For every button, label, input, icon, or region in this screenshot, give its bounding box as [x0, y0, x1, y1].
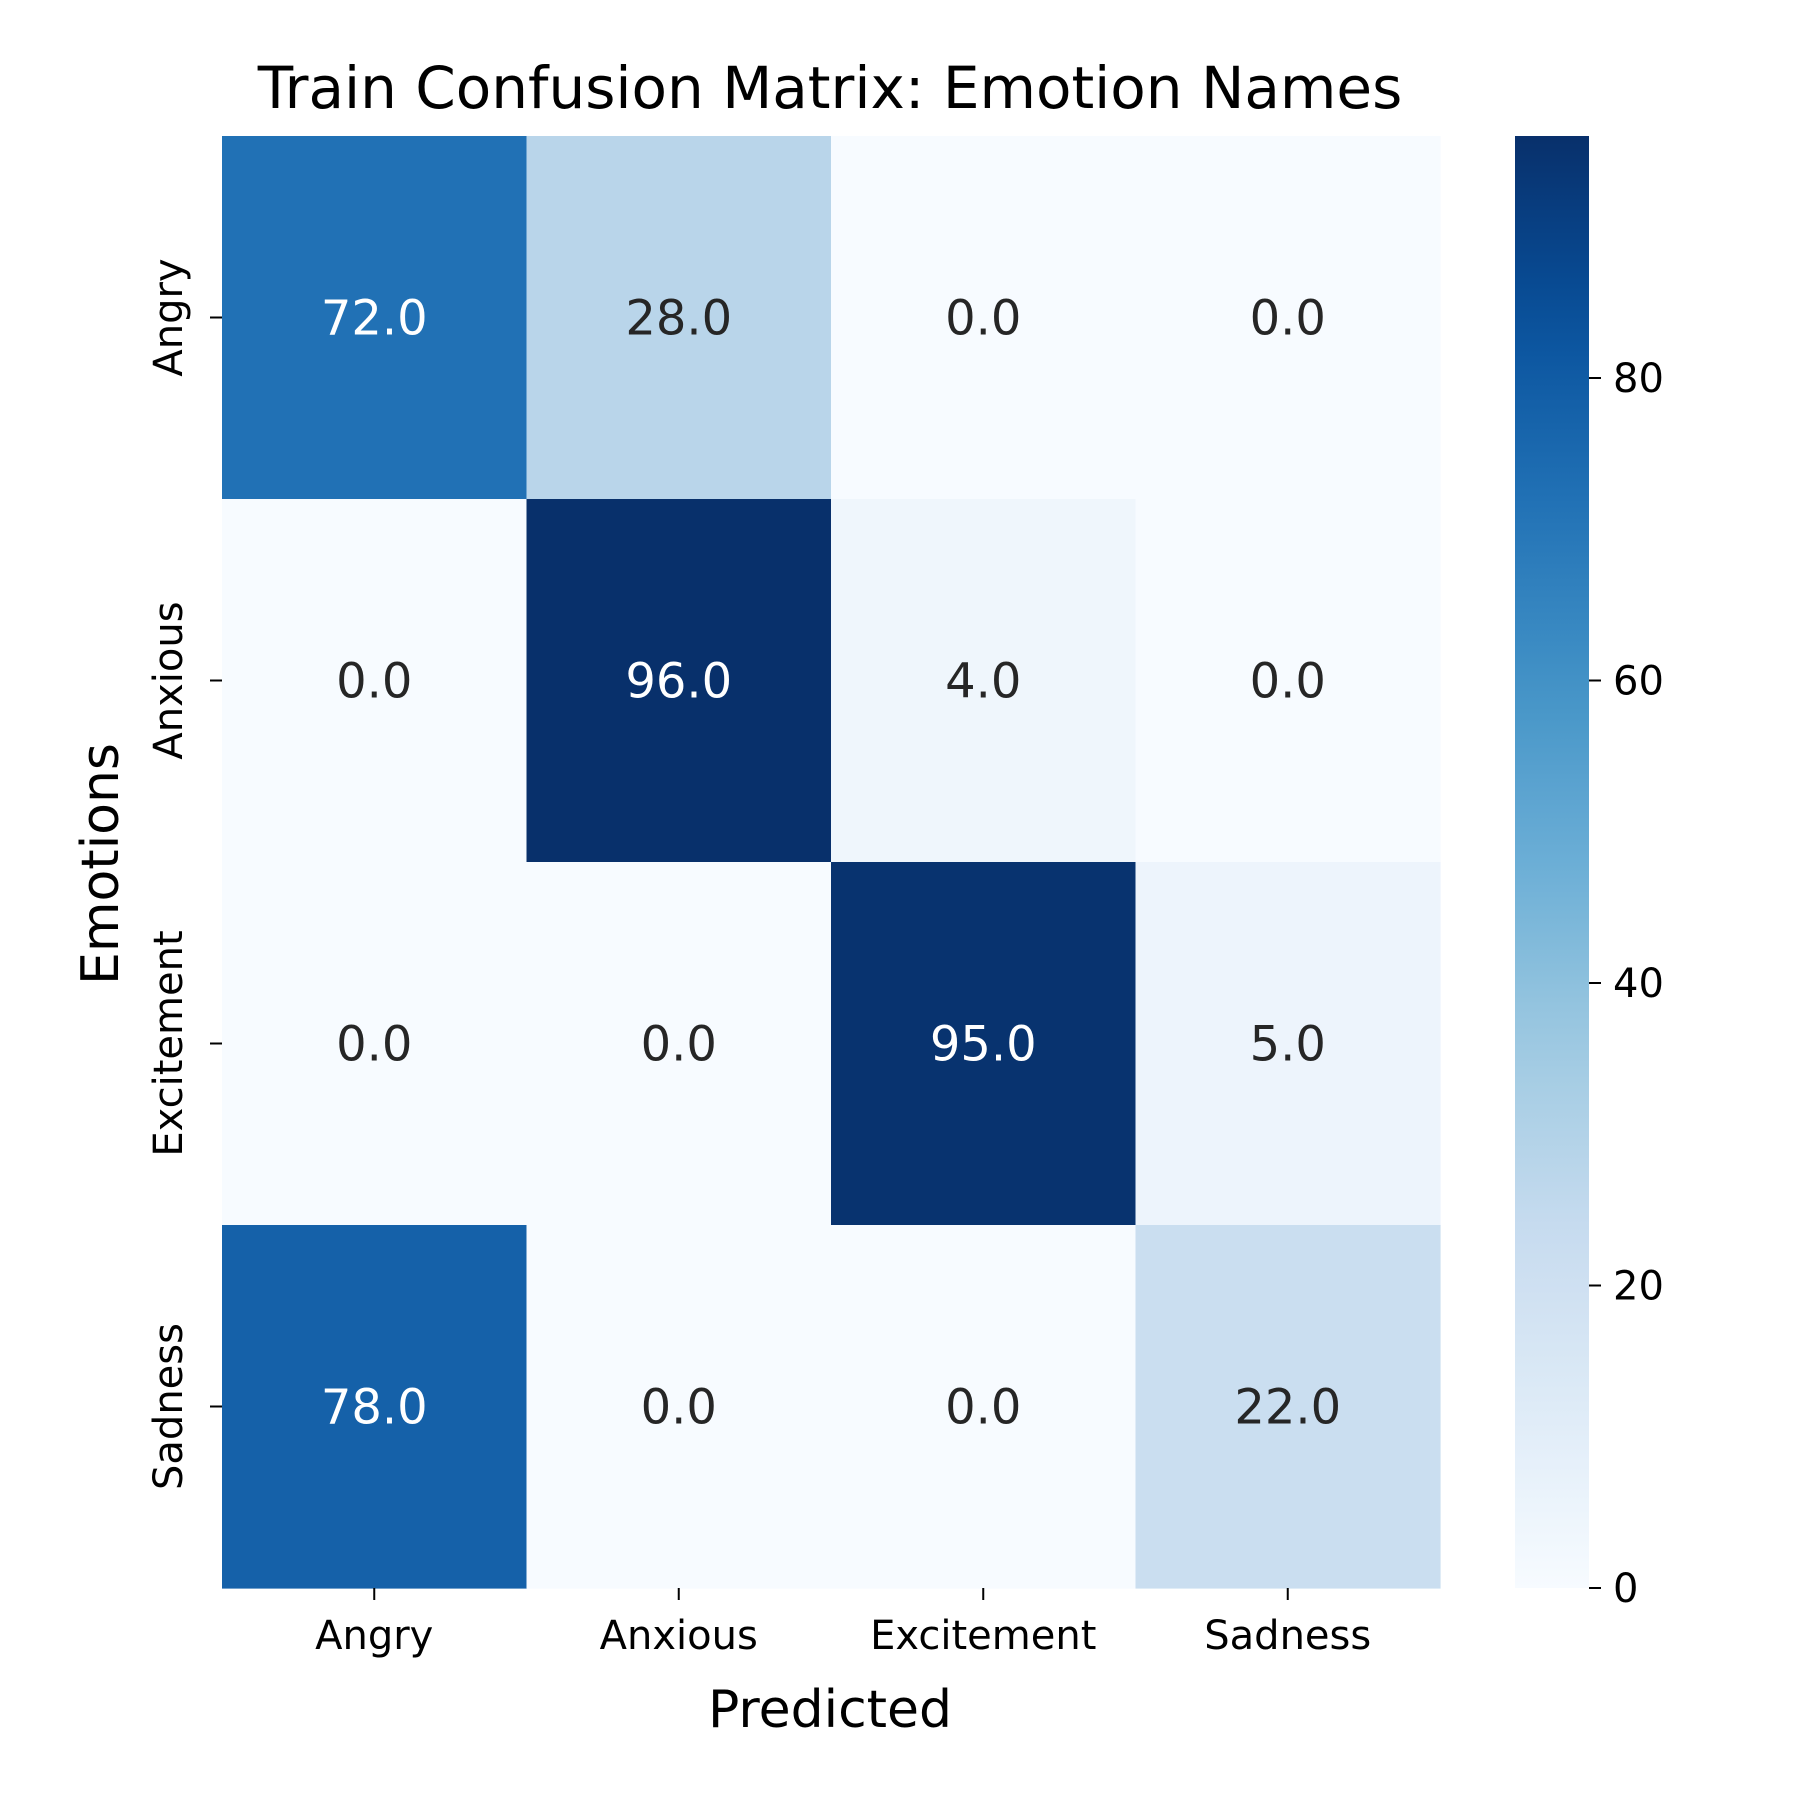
cell-value-label-r3-c2: 0.0	[945, 1380, 1021, 1436]
heatmap-cell-labels: 72.0 28.0 0.0 0.0 0.0 96.0 4.0 0.0 0.0 0.0 95.0 5.0…	[321, 291, 1341, 1436]
chart-title: Train Confusion Matrix: Emotion Names	[257, 54, 1403, 122]
cell-value-label-r2-c1: 0.0	[641, 1017, 717, 1073]
heatmap-cell-r3-c1	[526, 1225, 832, 1589]
cell-value-label-r3-c1: 0.0	[641, 1380, 717, 1436]
y-axis-label: Emotions	[71, 743, 131, 985]
colorbar-gradient	[1515, 136, 1589, 1588]
cell-value-label-r1-c3: 0.0	[1250, 654, 1326, 710]
heatmap-cell-r3-c3	[1135, 1225, 1441, 1589]
x-axis-label: Predicted	[708, 1680, 952, 1740]
x-tick-label-excitement: Excitement	[870, 1613, 1096, 1659]
heatmap-cell-r2-c1	[526, 862, 832, 1226]
heatmap-cell-r3-c2	[831, 1225, 1137, 1589]
cell-value-label-r0-c0: 72.0	[321, 291, 428, 347]
heatmap-cell-r3-c0	[222, 1225, 528, 1589]
cell-value-label-r0-c3: 0.0	[1250, 291, 1326, 347]
colorbar-tick-label-0: 0	[1613, 1566, 1638, 1612]
cell-value-label-r0-c1: 28.0	[625, 291, 732, 347]
heatmap-cell-r1-c1	[526, 499, 832, 863]
heatmap-cell-r2-c0	[222, 862, 528, 1226]
cell-value-label-r3-c0: 78.0	[321, 1380, 428, 1436]
cell-value-label-r2-c2: 95.0	[930, 1017, 1037, 1073]
colorbar-tick-label-40: 40	[1613, 961, 1664, 1007]
cell-value-label-r3-c3: 22.0	[1234, 1380, 1341, 1436]
x-tick-label-anxious: Anxious	[600, 1613, 758, 1659]
y-axis: Angry Anxious Excitement Sadness	[146, 258, 222, 1490]
cell-value-label-r1-c1: 96.0	[625, 654, 732, 710]
x-tick-label-angry: Angry	[315, 1613, 433, 1659]
cell-value-label-r2-c0: 0.0	[336, 1017, 412, 1073]
heatmap-cell-r2-c3	[1135, 862, 1441, 1226]
heatmap-cell-r0-c3	[1135, 136, 1441, 500]
heatmap-cell-r1-c3	[1135, 499, 1441, 863]
colorbar-tick-label-80: 80	[1613, 356, 1664, 402]
heatmap-cell-r0-c2	[831, 136, 1137, 500]
cell-value-label-r2-c3: 5.0	[1250, 1017, 1326, 1073]
heatmap-cell-r1-c0	[222, 499, 528, 863]
heatmap-cell-r2-c2	[831, 862, 1137, 1226]
y-tick-label-anxious: Anxious	[146, 601, 192, 759]
y-tick-label-angry: Angry	[146, 258, 192, 376]
y-tick-label-sadness: Sadness	[146, 1323, 192, 1490]
cell-value-label-r0-c2: 0.0	[945, 291, 1021, 347]
heatmap-cell-r0-c0	[222, 136, 528, 500]
x-tick-label-sadness: Sadness	[1204, 1613, 1371, 1659]
colorbar-tick-label-60: 60	[1613, 659, 1664, 705]
y-tick-label-excitement: Excitement	[146, 930, 192, 1156]
colorbar-tick-label-20: 20	[1613, 1264, 1664, 1310]
colorbar: 0 20 40 60 80	[1515, 136, 1664, 1612]
x-axis: Angry Anxious Excitement Sadness	[315, 1588, 1371, 1659]
heatmap-cell-r0-c1	[526, 136, 832, 500]
heatmap-cell-r1-c2	[831, 499, 1137, 863]
cell-value-label-r1-c0: 0.0	[336, 654, 412, 710]
cell-value-label-r1-c2: 4.0	[945, 654, 1021, 710]
heatmap-cells	[222, 136, 1441, 1589]
